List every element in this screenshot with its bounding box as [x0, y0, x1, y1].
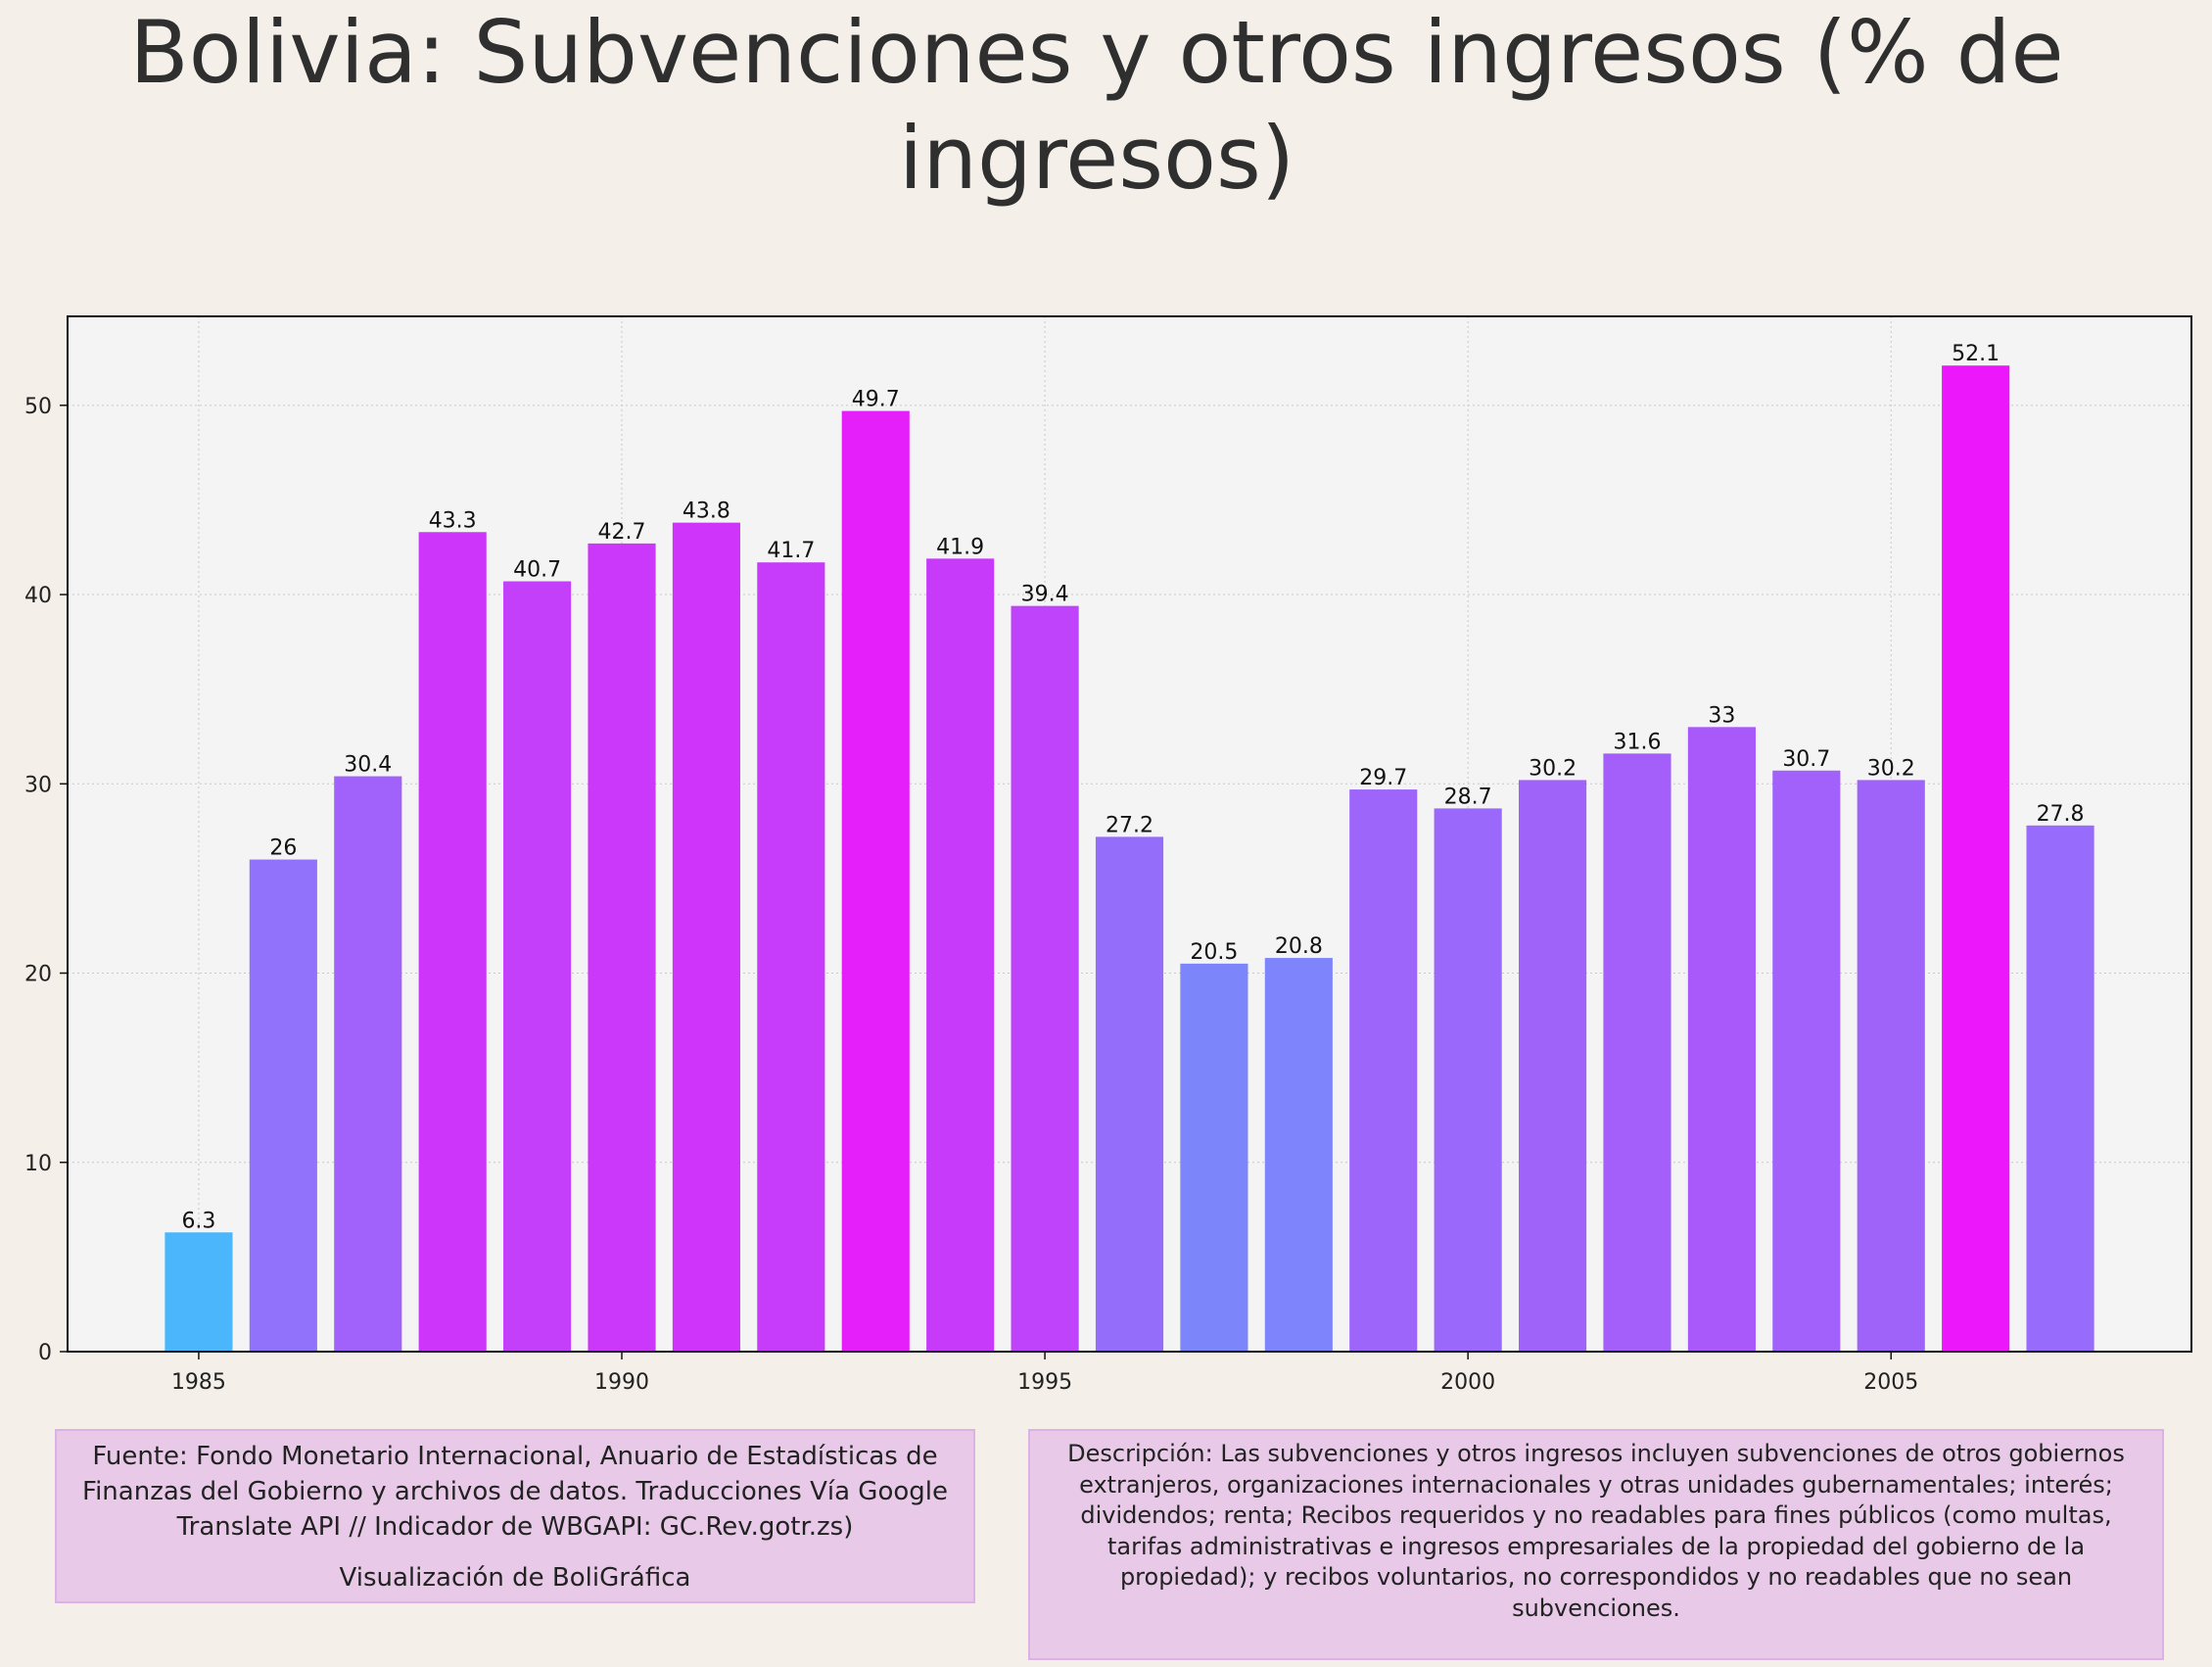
data-label: 20.8	[1275, 934, 1323, 959]
data-label: 41.7	[767, 539, 815, 563]
data-label: 43.8	[682, 500, 730, 524]
bar	[1603, 753, 1671, 1352]
data-label: 30.7	[1782, 747, 1830, 772]
y-tick-label: 50	[24, 395, 52, 419]
data-label: 26	[269, 836, 297, 861]
bar-chart: 6.3 26 30.4 43.3 40.7 42.7 43.8 41.7 49.7 41.9 39.…	[24, 315, 2192, 1395]
bar	[926, 558, 995, 1352]
bars	[165, 365, 2094, 1352]
y-axis: 0 10 20 30 40 50	[24, 395, 68, 1365]
bar	[757, 562, 825, 1352]
bar	[249, 859, 317, 1352]
y-tick-label: 0	[38, 1341, 52, 1365]
bar	[588, 543, 656, 1352]
data-label: 41.9	[936, 535, 984, 559]
bar	[165, 1232, 233, 1352]
data-label: 27.8	[2037, 802, 2085, 827]
credit-text: Visualización de BoliGráfica	[339, 1563, 691, 1593]
data-label: 30.2	[1867, 756, 1915, 781]
bar	[1264, 958, 1333, 1352]
bar	[1434, 808, 1502, 1352]
data-label: 43.3	[429, 508, 477, 533]
y-tick-label: 10	[24, 1152, 52, 1176]
data-label: 33	[1708, 703, 1735, 728]
data-label: 40.7	[513, 558, 561, 583]
chart-title: Bolivia: Subvenciones y otros ingresos (…	[129, 2, 2064, 209]
bar	[1772, 770, 1841, 1352]
source-note: Fuente: Fondo Monetario Internacional, A…	[55, 1429, 975, 1603]
bar	[334, 776, 402, 1352]
data-label: 27.2	[1106, 813, 1153, 837]
bar	[1095, 836, 1164, 1352]
plot-frame	[67, 315, 2192, 1353]
x-tick-label: 1985	[171, 1370, 226, 1395]
bar	[1687, 727, 1756, 1352]
source-text: Fuente: Fondo Monetario Internacional, A…	[82, 1442, 948, 1542]
bar	[1857, 780, 1925, 1352]
bar	[1349, 789, 1418, 1352]
x-tick-label: 1990	[594, 1370, 649, 1395]
data-label: 49.7	[852, 388, 900, 412]
data-label: 30.4	[344, 753, 392, 778]
data-label: 30.2	[1529, 756, 1577, 781]
y-tick-label: 20	[24, 963, 52, 987]
data-label: 42.7	[598, 520, 646, 545]
bar	[1519, 780, 1587, 1352]
bar	[1011, 605, 1079, 1352]
bar	[672, 522, 740, 1352]
description-note: Descripción: Las subvenciones y otros in…	[1028, 1429, 2164, 1660]
y-tick-label: 40	[24, 584, 52, 608]
data-label: 39.4	[1021, 583, 1069, 607]
bar	[418, 532, 487, 1352]
y-tick-label: 30	[24, 773, 52, 797]
bar	[2026, 825, 2094, 1352]
bar	[1180, 963, 1248, 1352]
data-label: 20.5	[1190, 940, 1238, 965]
bar	[503, 581, 572, 1352]
x-tick-label: 2000	[1440, 1370, 1495, 1395]
data-label: 31.6	[1613, 730, 1661, 754]
data-label: 52.1	[1952, 342, 2000, 366]
x-tick-label: 1995	[1017, 1370, 1072, 1395]
data-label: 28.7	[1444, 785, 1492, 809]
bar	[1942, 365, 2010, 1352]
description-text: Descripción: Las subvenciones y otros in…	[1067, 1440, 2125, 1622]
bar	[841, 410, 910, 1352]
data-labels: 6.3 26 30.4 43.3 40.7 42.7 43.8 41.7 49.7 41.9 39.…	[181, 342, 2084, 1233]
x-axis: 1985 1990 1995 2000 2005	[171, 1352, 1918, 1395]
data-label: 29.7	[1359, 766, 1407, 790]
data-label: 6.3	[181, 1209, 215, 1233]
x-tick-label: 2005	[1863, 1370, 1918, 1395]
